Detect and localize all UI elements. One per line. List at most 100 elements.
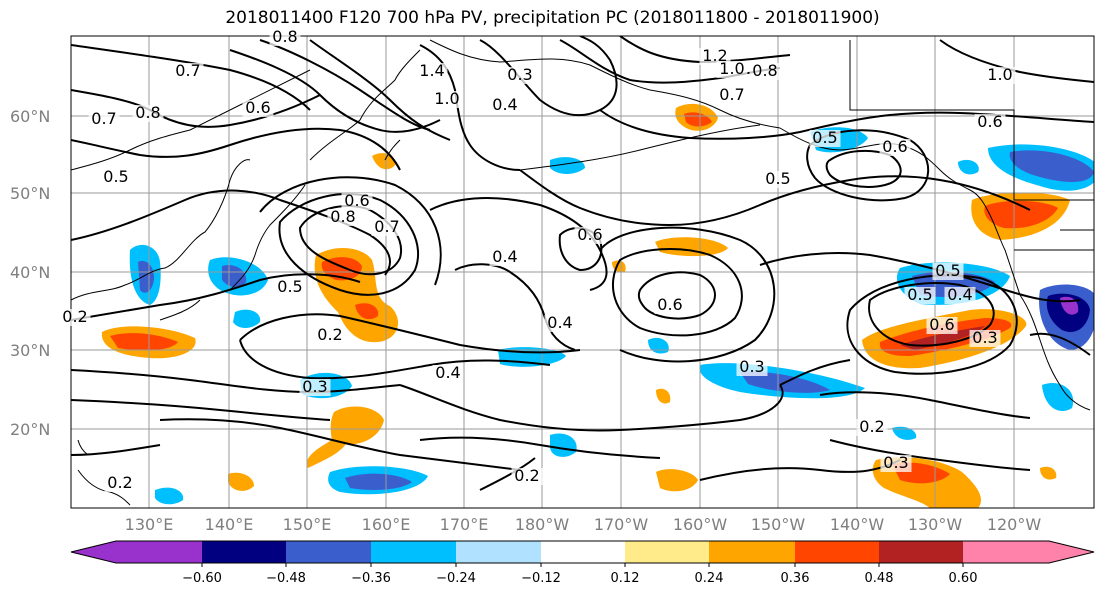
colorbar-segment bbox=[541, 541, 625, 563]
pv-contour-label: 0.2 bbox=[514, 466, 539, 485]
pv-contour-label: 0.6 bbox=[344, 191, 369, 210]
pv-contour-label: 0.4 bbox=[947, 285, 972, 304]
pv-contour-label: 0.4 bbox=[492, 247, 517, 266]
pv-label-bg bbox=[974, 114, 1006, 131]
colorbar: −0.60 −0.48 −0.36 −0.24 −0.12 0.12 0.24 0.36 0.4… bbox=[70, 540, 1095, 586]
lon-label-170w: 170°W bbox=[594, 515, 649, 534]
pv-label-bg bbox=[880, 455, 912, 472]
pv-label-bg bbox=[100, 169, 132, 186]
pv-label-bg bbox=[904, 287, 936, 304]
lon-label-160w: 160°W bbox=[673, 515, 728, 534]
pv-label-bg bbox=[544, 315, 576, 332]
pv-contour-labels: 0.70.80.70.80.50.61.41.00.30.41.21.0 0.80… bbox=[59, 27, 1016, 492]
colorbar-outline bbox=[70, 540, 1095, 564]
coastlines bbox=[71, 39, 1094, 506]
pv-label-bg bbox=[749, 63, 781, 80]
lon-label-170e: 170°E bbox=[440, 515, 489, 534]
pv-label-bg bbox=[489, 97, 521, 114]
colorbar-tick-label: −0.60 bbox=[182, 571, 222, 586]
pv-label-bg bbox=[574, 227, 606, 244]
pv-contour-label: 0.4 bbox=[547, 313, 572, 332]
pv-contour-label: 1.4 bbox=[419, 61, 444, 80]
colorbar-segment bbox=[795, 541, 879, 563]
pv-label-bg bbox=[416, 63, 448, 80]
pv-label-bg bbox=[654, 297, 686, 314]
pv-contour-label: 0.6 bbox=[977, 112, 1002, 131]
lat-label-20n: 20°N bbox=[10, 420, 50, 439]
lon-label-140e: 140°E bbox=[205, 515, 254, 534]
pv-contour-label: 0.2 bbox=[107, 473, 132, 492]
pv-contour-label: 0.2 bbox=[62, 307, 87, 326]
pv-contour-label: 0.5 bbox=[907, 285, 932, 304]
precip-negative-shading bbox=[129, 127, 1094, 505]
pv-label-bg bbox=[944, 287, 976, 304]
pv-contour-label: 0.3 bbox=[883, 453, 908, 472]
lon-label-130w: 130°W bbox=[908, 515, 963, 534]
colorbar-tick-label: −0.24 bbox=[436, 571, 476, 586]
pv-label-bg bbox=[699, 48, 731, 65]
lon-label-150w: 150°W bbox=[751, 515, 806, 534]
lat-label-60n: 60°N bbox=[10, 107, 50, 126]
pv-contour-label: 1.2 bbox=[702, 46, 727, 65]
pv-contour-label: 0.8 bbox=[135, 103, 160, 122]
pv-label-bg bbox=[242, 100, 274, 117]
colorbar-segment bbox=[456, 541, 541, 563]
latitude-labels: 60°N 50°N 40°N 30°N 20°N bbox=[10, 107, 50, 439]
lat-label-40n: 40°N bbox=[10, 263, 50, 282]
lat-label-30n: 30°N bbox=[10, 341, 50, 360]
pv-label-bg bbox=[736, 359, 768, 376]
pv-contour-label: 0.6 bbox=[882, 137, 907, 156]
pv-contour-label: 0.6 bbox=[245, 98, 270, 117]
colorbar-segment bbox=[286, 541, 371, 563]
colorbar-tick-label: 0.12 bbox=[611, 571, 640, 586]
pv-label-bg bbox=[716, 61, 748, 78]
pv-label-bg bbox=[104, 475, 136, 492]
pv-label-bg bbox=[716, 87, 748, 104]
colorbar-tick-label: 0.48 bbox=[865, 571, 894, 586]
colorbar-segment bbox=[202, 541, 286, 563]
pv-label-bg bbox=[371, 219, 403, 236]
pv-label-bg bbox=[984, 67, 1016, 84]
pv-contour-label: 0.7 bbox=[374, 217, 399, 236]
pv-label-bg bbox=[969, 330, 1001, 347]
pv-contour-label: 0.2 bbox=[317, 325, 342, 344]
pv-contour-label: 0.5 bbox=[277, 277, 302, 296]
pv-contour-label: 0.5 bbox=[935, 261, 960, 280]
pv-label-bg bbox=[341, 193, 373, 210]
pv-label-bg bbox=[809, 130, 841, 147]
pv-contour-label: 0.5 bbox=[103, 167, 128, 186]
colorbar-segment bbox=[371, 541, 456, 563]
pv-contour-label: 0.7 bbox=[719, 85, 744, 104]
pv-contour-label: 0.5 bbox=[812, 128, 837, 147]
pv-label-bg bbox=[299, 379, 331, 396]
colorbar-tick-label: 0.60 bbox=[949, 571, 978, 586]
pv-label-bg bbox=[59, 309, 91, 326]
pv-label-bg bbox=[856, 419, 888, 436]
pv-contour-label: 1.0 bbox=[719, 59, 744, 78]
longitude-labels: 130°E 140°E 150°E 160°E 170°E 180°W 170°… bbox=[125, 515, 1042, 534]
pv-label-bg bbox=[274, 279, 306, 296]
pv-label-bg bbox=[432, 365, 464, 382]
lon-label-150e: 150°E bbox=[283, 515, 332, 534]
pv-contour-label: 0.3 bbox=[972, 328, 997, 347]
colorbar-tick-label: 0.36 bbox=[781, 571, 810, 586]
pv-contour-label: 0.4 bbox=[435, 363, 460, 382]
pv-contour-label: 0.8 bbox=[330, 207, 355, 226]
pv-label-bg bbox=[172, 63, 204, 80]
colorbar-tick-label: 0.24 bbox=[695, 571, 724, 586]
colorbar-segment bbox=[71, 541, 202, 563]
lon-label-140w: 140°W bbox=[830, 515, 885, 534]
colorbar-tick-label: −0.36 bbox=[351, 571, 391, 586]
colorbar-tick-label: −0.12 bbox=[521, 571, 561, 586]
pv-label-bg bbox=[879, 139, 911, 156]
pv-contour-label: 0.8 bbox=[752, 61, 777, 80]
pv-contour-label: 0.4 bbox=[492, 95, 517, 114]
pv-contour-label: 0.7 bbox=[175, 61, 200, 80]
pv-contour-label: 0.2 bbox=[859, 417, 884, 436]
pv-contour-label: 0.3 bbox=[507, 65, 532, 84]
pv-contour-label: 0.8 bbox=[272, 27, 297, 46]
lon-label-180w: 180°W bbox=[515, 515, 570, 534]
map-frame bbox=[70, 35, 1095, 509]
pv-contour-label: 0.3 bbox=[302, 377, 327, 396]
pv-contour-label: 0.7 bbox=[91, 109, 116, 128]
